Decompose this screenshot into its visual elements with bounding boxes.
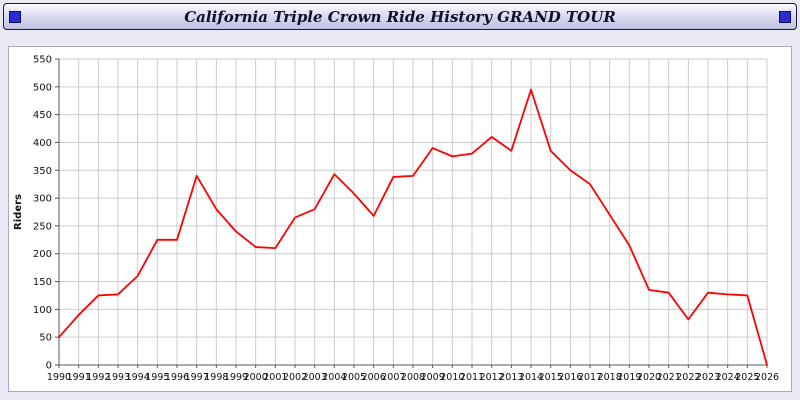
svg-text:350: 350 xyxy=(33,166,52,177)
svg-text:2014: 2014 xyxy=(519,372,543,383)
svg-text:450: 450 xyxy=(33,110,52,121)
svg-text:100: 100 xyxy=(33,305,52,316)
svg-text:2002: 2002 xyxy=(283,372,307,383)
svg-text:1992: 1992 xyxy=(86,372,110,383)
svg-text:2016: 2016 xyxy=(558,372,582,383)
page-title: California Triple Crown Ride History GRA… xyxy=(184,7,616,26)
svg-text:2012: 2012 xyxy=(480,372,504,383)
svg-text:1998: 1998 xyxy=(204,372,228,383)
svg-text:1999: 1999 xyxy=(224,372,248,383)
svg-text:2020: 2020 xyxy=(637,372,661,383)
svg-text:2024: 2024 xyxy=(716,372,740,383)
svg-text:2026: 2026 xyxy=(755,372,779,383)
right-corner-icon xyxy=(779,10,791,23)
svg-text:2013: 2013 xyxy=(499,372,523,383)
svg-text:2006: 2006 xyxy=(362,372,386,383)
svg-text:1995: 1995 xyxy=(145,372,169,383)
svg-text:2021: 2021 xyxy=(657,372,681,383)
svg-text:2004: 2004 xyxy=(322,372,346,383)
svg-text:2003: 2003 xyxy=(303,372,327,383)
svg-text:2015: 2015 xyxy=(539,372,563,383)
left-corner-icon xyxy=(9,10,21,23)
svg-text:2007: 2007 xyxy=(381,372,405,383)
svg-text:2019: 2019 xyxy=(617,372,641,383)
svg-text:2011: 2011 xyxy=(460,372,484,383)
svg-text:2010: 2010 xyxy=(440,372,464,383)
svg-text:1991: 1991 xyxy=(67,372,91,383)
svg-text:50: 50 xyxy=(39,333,52,344)
svg-text:2025: 2025 xyxy=(735,372,759,383)
svg-text:300: 300 xyxy=(33,194,52,205)
chart-svg: 0501001502002503003504004505005501990199… xyxy=(13,55,779,384)
svg-text:2017: 2017 xyxy=(578,372,602,383)
chart-panel: 0 50 100 150 200 250 300 350 400 450 500 550 1990 199… xyxy=(8,46,792,392)
svg-text:1993: 1993 xyxy=(106,372,130,383)
svg-text:2001: 2001 xyxy=(263,372,287,383)
svg-text:200: 200 xyxy=(33,249,52,260)
svg-text:2009: 2009 xyxy=(421,372,445,383)
svg-text:1990: 1990 xyxy=(47,372,71,383)
title-bar: California Triple Crown Ride History GRA… xyxy=(3,3,797,30)
svg-text:150: 150 xyxy=(33,277,52,288)
svg-text:2023: 2023 xyxy=(696,372,720,383)
svg-text:1994: 1994 xyxy=(126,372,150,383)
svg-text:500: 500 xyxy=(33,82,52,93)
svg-text:550: 550 xyxy=(33,55,52,66)
svg-text:400: 400 xyxy=(33,138,52,149)
svg-text:Riders: Riders xyxy=(13,194,24,230)
svg-text:2005: 2005 xyxy=(342,372,366,383)
svg-text:2000: 2000 xyxy=(244,372,268,383)
svg-text:2018: 2018 xyxy=(598,372,622,383)
svg-text:0: 0 xyxy=(46,361,52,372)
svg-text:250: 250 xyxy=(33,221,52,232)
svg-text:2008: 2008 xyxy=(401,372,425,383)
svg-text:1997: 1997 xyxy=(185,372,209,383)
svg-text:2022: 2022 xyxy=(676,372,700,383)
svg-text:1996: 1996 xyxy=(165,372,189,383)
